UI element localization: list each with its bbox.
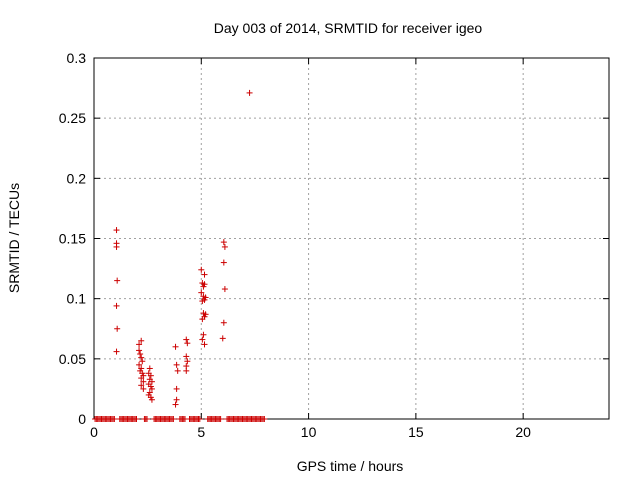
data-point [246,89,253,96]
y-axis-label: SRMTID / TECUs [6,183,22,293]
data-point [136,347,143,354]
data-point [137,351,144,358]
data-point [173,361,180,368]
data-point [198,266,205,273]
data-point [113,243,120,250]
data-point [147,372,154,379]
data-point [184,358,191,365]
data-point [221,243,228,250]
data-point [174,367,181,374]
data-point [138,354,145,361]
y-tick-label: 0.2 [67,170,87,186]
data-point [199,298,206,305]
y-tick-label: 0.05 [59,351,86,367]
data-point [172,343,179,350]
data-point [183,367,190,374]
y-tick-label: 0.25 [59,110,86,126]
data-point [173,396,180,403]
data-point [113,348,120,355]
data-point [173,385,180,392]
data-point [200,331,207,338]
data-point [133,416,140,422]
data-point [198,289,205,296]
chart-title: Day 003 of 2014, SRMTID for receiver ige… [214,20,483,36]
data-point [261,416,268,422]
data-point [114,277,121,284]
data-point [113,227,120,234]
data-point [138,375,145,382]
data-point [183,353,190,360]
x-tick-label: 5 [197,424,205,440]
data-point [148,385,155,392]
data-point [183,336,190,343]
data-point [202,311,209,318]
data-point [201,271,208,278]
data-point [136,361,143,368]
data-point [146,365,153,372]
data-point [170,416,177,422]
grid-lines [94,58,609,419]
data-point [148,396,155,403]
data-point [219,335,226,342]
data-point [221,286,228,293]
x-tick-label: 10 [301,424,317,440]
data-point [138,337,145,344]
data-point [202,294,209,301]
data-point [220,259,227,266]
data-point [144,416,151,422]
data-point [199,336,206,343]
data-point [172,401,179,408]
data-point [139,358,146,365]
data-point [184,340,191,347]
y-tick-label: 0.15 [59,231,86,247]
data-point [111,416,118,422]
data-point [201,341,208,348]
y-tick-label: 0.3 [67,50,87,66]
data-point [114,325,121,332]
plot-area-border [93,57,610,420]
data-point [140,385,147,392]
data-point [220,319,227,326]
data-point [220,239,227,246]
data-point [201,281,208,288]
data-point [113,302,120,309]
x-tick-label: 20 [515,424,531,440]
x-axis-label: GPS time / hours [297,458,404,474]
data-point [196,416,203,422]
y-axis: 0 0.05 0.1 0.15 0.2 0.25 0.3 [59,50,609,427]
x-axis: 0 5 10 15 20 [90,58,531,440]
y-tick-label: 0.1 [67,291,87,307]
data-points [92,89,268,422]
x-tick-label: 15 [408,424,424,440]
data-point [140,378,147,385]
y-tick-label: 0 [78,411,86,427]
data-point [138,382,145,389]
data-point [136,341,143,348]
data-point [148,378,155,385]
data-point [199,316,206,323]
data-point [217,416,224,422]
x-tick-label: 0 [90,424,98,440]
